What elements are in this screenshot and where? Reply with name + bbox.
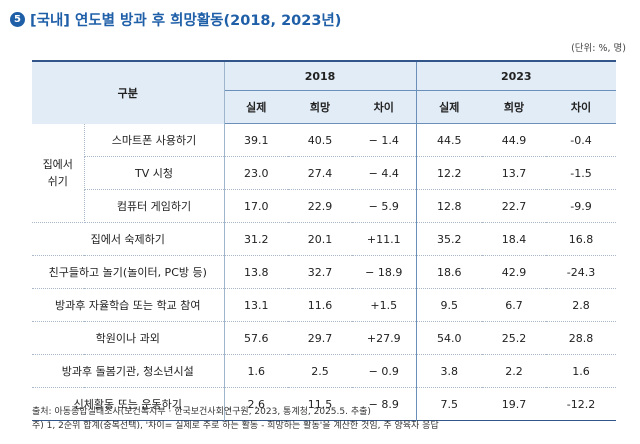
cell-value: 3.8 bbox=[415, 354, 483, 388]
row-label: 신체활동 또는 운동하기 bbox=[32, 387, 225, 421]
cell-value: 9.5 bbox=[415, 288, 483, 322]
cell-value: -9.9 bbox=[546, 189, 617, 223]
cell-value: 7.5 bbox=[415, 387, 483, 421]
cell-value: 44.9 bbox=[482, 123, 547, 157]
cell-value: 11.5 bbox=[307, 397, 333, 411]
cell-value: 17.0 bbox=[224, 189, 288, 223]
cell-value: +11.1 bbox=[352, 222, 417, 256]
cell-value: 2.5 bbox=[288, 354, 352, 388]
cell-value: 13.1 bbox=[224, 288, 288, 322]
table-row: 친구들하고 놀기(놀이터, PC방 등) 13.8 32.7− 18.9 18.6 42… bbox=[32, 255, 617, 289]
row-label: 집에서 숙제하기 bbox=[32, 222, 225, 256]
row-label: 컴퓨터 게임하기 bbox=[84, 189, 225, 223]
cell-value: 28.8 bbox=[546, 321, 617, 355]
table-row: 방과후 돌봄기관, 청소년시설 1.6 2.5− 0.9 3.8 2.2 1.6 bbox=[32, 354, 617, 388]
cell-value: 23.0 bbox=[224, 156, 288, 190]
cell-value: 2.2 bbox=[482, 354, 547, 388]
header-category: 구분 bbox=[32, 61, 225, 124]
cell-value: 22.9 bbox=[288, 189, 352, 223]
cell-value: 11.6 bbox=[288, 288, 352, 322]
cell-value: -24.3 bbox=[546, 255, 617, 289]
cell-value: 27.4 bbox=[288, 156, 352, 190]
cell-value: +1.5 bbox=[352, 288, 417, 322]
header-diff-2018: 차이 bbox=[352, 90, 417, 124]
cell-value: 13.8 bbox=[224, 255, 288, 289]
header-actual-2023: 실제 bbox=[415, 90, 483, 124]
header-hope-2018: 희망 bbox=[288, 90, 352, 124]
cell-value: 1.6 bbox=[546, 354, 617, 388]
cell-value: − 18.9 bbox=[352, 255, 417, 289]
cell-value: +27.9 bbox=[352, 321, 417, 355]
cell-value: 54.0 bbox=[415, 321, 483, 355]
table-row: 방과후 자율학습 또는 학교 참여 13.1 11.6 +1.5 9.5 6.7 2.8 bbox=[32, 288, 617, 322]
cell-value: 6.7 bbox=[482, 288, 547, 322]
row-label: 학원이나 과외 bbox=[32, 321, 225, 355]
cell-value: 42.9 bbox=[482, 255, 547, 289]
header-hope-2023: 희망 bbox=[482, 90, 547, 124]
source-note: 출처: 아동종합실태조사(보건복지부 · 한국보건사회연구원, 2023, 통계… bbox=[32, 407, 371, 417]
row-label: 방과후 돌봄기관, 청소년시설 bbox=[32, 354, 225, 388]
cell-value: 57.6 bbox=[224, 321, 288, 355]
cell-value: 44.5 bbox=[415, 123, 483, 157]
header-year-2018: 2018 bbox=[224, 61, 417, 91]
cell-value: 31.2 bbox=[224, 222, 288, 256]
cell-value: 18.4 bbox=[482, 222, 547, 256]
table-row: TV 시청 23.0 27.4− 4.4 12.2 13.7 -1.5 bbox=[32, 156, 617, 190]
cell-value: 22.7 bbox=[482, 189, 547, 223]
cell-value: -0.4 bbox=[546, 123, 617, 157]
row-label: 친구들하고 놀기(놀이터, PC방 등) bbox=[32, 255, 225, 289]
cell-value: 29.7 bbox=[288, 321, 352, 355]
cell-value: 20.1 bbox=[288, 222, 352, 256]
activity-table: 구분 2018 2023 실제 희망 차이 실제 희망 차이 집에서 쉬기 스마트폰… bbox=[32, 60, 617, 421]
header-year-2023: 2023 bbox=[415, 61, 617, 91]
table-row: 컴퓨터 게임하기 17.0 22.9− 5.9 12.8 22.7 -9.9 bbox=[32, 189, 617, 223]
cell-value: 2.6 bbox=[247, 397, 266, 411]
cell-value: 39.1 bbox=[224, 123, 288, 157]
cell-value: − 1.4 bbox=[352, 123, 417, 157]
footnote: 주) 1, 2순위 합계(중복선택), '차이= 실제로 주로 하는 활동 - … bbox=[32, 421, 439, 431]
cell-value: − 8.9 bbox=[368, 397, 399, 411]
table-row: 집에서 숙제하기 31.2 20.1 +11.1 35.2 18.4 16.8 bbox=[32, 222, 617, 256]
header-actual-2018: 실제 bbox=[224, 90, 288, 124]
cell-value: 35.2 bbox=[415, 222, 483, 256]
cell-value: 12.8 bbox=[415, 189, 483, 223]
cell-value: − 4.4 bbox=[352, 156, 417, 190]
table-row: 학원이나 과외 57.6 29.7 +27.9 54.0 25.2 28.8 bbox=[32, 321, 617, 355]
table-row: 신체활동 또는 운동하기 2.6 11.5 − 8.9 7.5 19.7 -12.2 bbox=[32, 387, 616, 421]
row-label: 방과후 자율학습 또는 학교 참여 bbox=[32, 288, 225, 322]
header-diff-2023: 차이 bbox=[546, 90, 617, 124]
cell-value: 32.7 bbox=[288, 255, 352, 289]
cell-value: − 5.9 bbox=[352, 189, 417, 223]
cell-value: 16.8 bbox=[546, 222, 617, 256]
table-row: 집에서 쉬기 스마트폰 사용하기 39.1 40.5− 1.4 44.5 44.9 -0.4 bbox=[32, 123, 617, 223]
row-label: TV 시청 bbox=[84, 156, 225, 190]
unit-label: (단위: %, 명) bbox=[571, 43, 626, 54]
cell-value: -12.2 bbox=[566, 397, 596, 411]
cell-value: 25.2 bbox=[482, 321, 547, 355]
row-label: 스마트폰 사용하기 bbox=[84, 123, 225, 157]
cell-value: − 0.9 bbox=[352, 354, 417, 388]
cell-value: 1.6 bbox=[224, 354, 288, 388]
cell-value: 19.7 bbox=[501, 397, 527, 411]
cell-value: 40.5 bbox=[288, 123, 352, 157]
cell-value: 12.2 bbox=[415, 156, 483, 190]
section-title-text: [국내] 연도별 방과 후 희망활동(2018, 2023년) bbox=[30, 12, 342, 29]
row-group-label: 집에서 쉬기 bbox=[32, 123, 85, 223]
section-title: 5 [국내] 연도별 방과 후 희망활동(2018, 2023년) bbox=[10, 7, 341, 31]
cell-value: 13.7 bbox=[482, 156, 547, 190]
cell-value: 2.8 bbox=[546, 288, 617, 322]
cell-value: -1.5 bbox=[546, 156, 617, 190]
section-number-badge: 5 bbox=[10, 11, 25, 27]
cell-value: 18.6 bbox=[415, 255, 483, 289]
